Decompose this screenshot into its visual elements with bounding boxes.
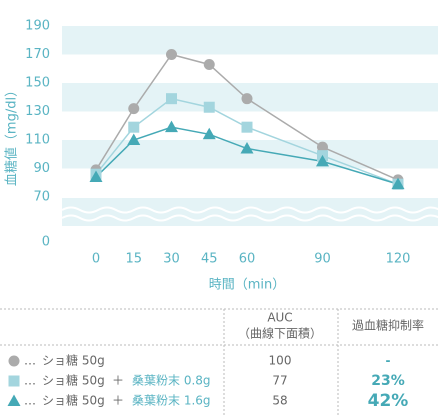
legend-marker [7,394,21,406]
point [203,58,215,70]
row-addition: 桑葉粉末 1.6g [132,394,211,408]
row-label: ショ糖 50g [42,353,105,368]
rate-header: 過血糖抑制率 [352,318,424,333]
point [166,93,177,105]
leader: … [24,354,36,368]
plus: ＋ [112,374,124,388]
row-label: ショ糖 50g [42,393,105,408]
auc-header: （曲線下面積） [238,326,322,341]
point [241,121,253,133]
y-tick-label: 90 [33,161,50,176]
y-tick-label: 0 [42,235,50,250]
y-tick-label: 170 [25,47,50,62]
point [391,177,405,190]
leader: … [24,394,36,408]
point [127,133,141,145]
auc-value: 77 [272,374,287,388]
auc-value: 58 [272,394,287,408]
point [128,103,140,115]
rate-value: 42% [368,391,409,411]
legend-marker [8,355,20,367]
grid-band [62,26,438,55]
y-tick-label: 110 [25,133,50,148]
point [89,170,103,183]
point [317,141,328,153]
point [316,154,329,167]
point [203,101,215,113]
x-tick-label: 60 [239,252,256,267]
y-tick-label: 150 [25,76,50,91]
point [241,93,253,105]
plus: ＋ [112,394,124,408]
y-axis-label: 血糖値（mg/dl） [4,84,20,186]
axis-break [61,206,438,222]
point [166,49,177,60]
y-tick-label: 190 [25,19,50,34]
x-tick-label: 30 [163,252,180,267]
legend-marker [8,375,20,387]
leader: … [24,374,36,388]
y-tick-label: 70 [33,190,50,205]
auc-header: AUC [267,311,292,325]
x-tick-label: 0 [92,252,100,267]
x-tick-label: 45 [201,252,218,267]
auc-value: 100 [269,354,292,368]
row-label: ショ糖 50g [42,373,105,388]
row-addition: 桑葉粉末 0.8g [132,374,211,388]
x-tick-label: 120 [386,252,411,267]
x-axis-label: 時間（min） [209,278,286,293]
grid-band [62,140,438,169]
x-tick-label: 90 [314,252,331,267]
rate-value: 23% [371,373,405,389]
y-tick-label: 130 [25,104,50,119]
point [240,142,254,154]
point [202,127,216,140]
point [128,121,140,133]
rate-value: - [386,354,391,368]
x-tick-label: 15 [125,252,142,267]
point [165,120,178,133]
